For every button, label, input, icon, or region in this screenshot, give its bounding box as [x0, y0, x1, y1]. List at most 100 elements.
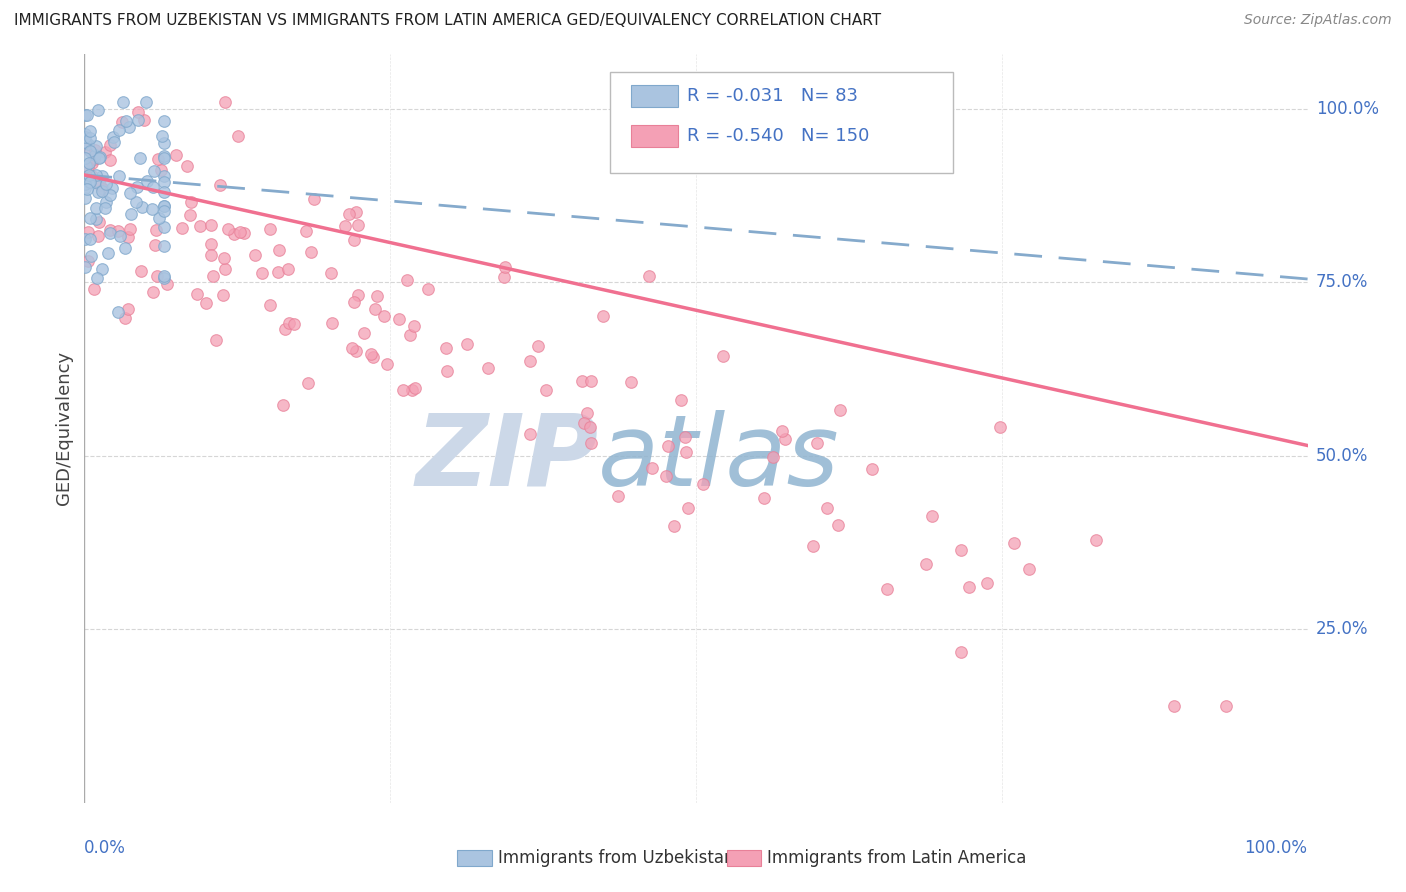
Point — [79, 211, 101, 225]
Point — [165, 148, 187, 162]
Point — [127, 104, 149, 119]
Point — [79, 175, 101, 189]
Point — [77, 136, 100, 151]
Point — [73, 108, 96, 122]
Point — [391, 383, 413, 397]
Point — [91, 184, 114, 198]
Point — [436, 364, 458, 378]
Point — [180, 194, 202, 209]
Point — [366, 289, 388, 303]
Point — [578, 420, 600, 434]
Point — [86, 202, 108, 216]
Point — [519, 427, 541, 442]
Point — [89, 215, 111, 229]
Point — [214, 261, 236, 276]
FancyBboxPatch shape — [610, 72, 953, 173]
Point — [259, 298, 281, 312]
Point — [94, 145, 117, 159]
Point — [98, 187, 121, 202]
Point — [678, 501, 700, 516]
Point — [949, 543, 972, 558]
Text: ZIP: ZIP — [415, 409, 598, 507]
Point — [153, 271, 176, 285]
Point — [87, 103, 110, 118]
Point — [375, 357, 398, 371]
Point — [142, 164, 165, 178]
Text: 50.0%: 50.0% — [1316, 447, 1368, 465]
Point — [302, 192, 325, 206]
Point — [772, 424, 794, 438]
Point — [654, 468, 676, 483]
Point — [83, 152, 105, 166]
Point — [299, 245, 322, 260]
Point — [641, 460, 664, 475]
Point — [83, 143, 105, 157]
Point — [79, 175, 101, 189]
Point — [620, 376, 643, 390]
Point — [75, 159, 97, 173]
Point — [153, 176, 176, 190]
Point — [957, 580, 980, 594]
Point — [77, 155, 100, 169]
Bar — [631, 125, 678, 147]
Point — [806, 436, 828, 450]
Point — [90, 169, 112, 183]
Point — [828, 403, 851, 417]
Point — [340, 341, 363, 355]
Point — [127, 112, 149, 127]
Point — [148, 211, 170, 225]
Point — [117, 229, 139, 244]
Point — [125, 195, 148, 210]
Point — [402, 318, 425, 333]
Point — [114, 114, 136, 128]
Point — [79, 124, 101, 138]
Point — [250, 266, 273, 280]
Text: Immigrants from Latin America: Immigrants from Latin America — [766, 849, 1026, 867]
Point — [347, 219, 370, 233]
Point — [200, 219, 222, 233]
Point — [79, 232, 101, 246]
Point — [73, 191, 96, 205]
Point — [346, 287, 368, 301]
Point — [98, 223, 121, 237]
Point — [226, 129, 249, 144]
Point — [669, 393, 692, 408]
Point — [1215, 698, 1237, 713]
Point — [194, 295, 217, 310]
Point — [536, 384, 558, 398]
Point — [176, 159, 198, 173]
Point — [344, 344, 367, 359]
Point — [269, 243, 291, 257]
Point — [98, 153, 121, 167]
Point — [73, 135, 96, 149]
Point — [297, 376, 319, 391]
Point — [360, 347, 382, 361]
Point — [91, 181, 114, 195]
Point — [90, 262, 112, 277]
Point — [399, 327, 422, 342]
Point — [77, 226, 100, 240]
Point — [344, 204, 367, 219]
Point — [73, 130, 96, 145]
Point — [153, 239, 176, 253]
Point — [120, 186, 142, 200]
Point — [108, 122, 131, 136]
Point — [494, 260, 516, 274]
Point — [222, 227, 245, 241]
Point — [335, 219, 357, 233]
Point — [142, 285, 165, 299]
Point — [98, 226, 121, 240]
Point — [876, 582, 898, 596]
Point — [921, 508, 943, 523]
Point — [212, 288, 235, 302]
Point — [388, 311, 411, 326]
Point — [914, 557, 936, 571]
Point — [103, 130, 125, 145]
Point — [860, 461, 883, 475]
Point — [128, 151, 150, 165]
Text: Source: ZipAtlas.com: Source: ZipAtlas.com — [1244, 13, 1392, 28]
Point — [229, 226, 252, 240]
Point — [217, 222, 239, 236]
Point — [243, 248, 266, 262]
Point — [353, 326, 375, 340]
